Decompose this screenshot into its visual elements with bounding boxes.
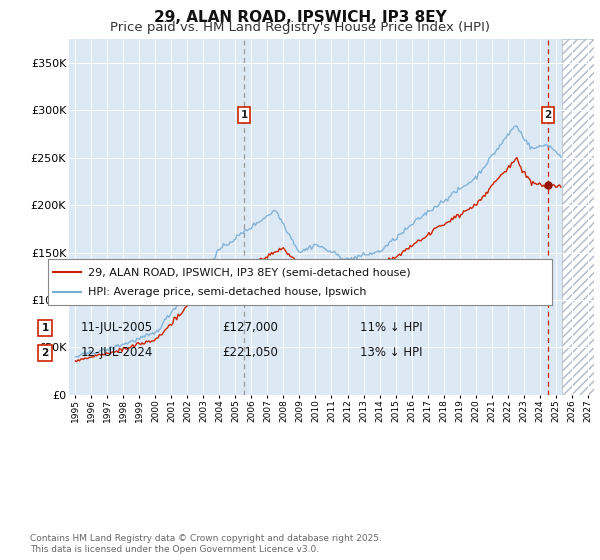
Text: 13% ↓ HPI: 13% ↓ HPI <box>360 346 422 360</box>
Text: 11-JUL-2005: 11-JUL-2005 <box>81 321 153 334</box>
Text: 2: 2 <box>41 348 49 358</box>
Bar <box>562 39 594 395</box>
Text: Contains HM Land Registry data © Crown copyright and database right 2025.
This d: Contains HM Land Registry data © Crown c… <box>30 534 382 554</box>
Text: 29, ALAN ROAD, IPSWICH, IP3 8EY: 29, ALAN ROAD, IPSWICH, IP3 8EY <box>154 10 446 25</box>
Text: 29, ALAN ROAD, IPSWICH, IP3 8EY (semi-detached house): 29, ALAN ROAD, IPSWICH, IP3 8EY (semi-de… <box>88 267 411 277</box>
Text: 2: 2 <box>544 110 551 120</box>
Text: 11% ↓ HPI: 11% ↓ HPI <box>360 321 422 334</box>
Text: 12-JUL-2024: 12-JUL-2024 <box>81 346 154 360</box>
Text: 1: 1 <box>241 110 248 120</box>
Text: £127,000: £127,000 <box>222 321 278 334</box>
Text: Price paid vs. HM Land Registry's House Price Index (HPI): Price paid vs. HM Land Registry's House … <box>110 21 490 34</box>
Text: £221,050: £221,050 <box>222 346 278 360</box>
Text: HPI: Average price, semi-detached house, Ipswich: HPI: Average price, semi-detached house,… <box>88 287 367 297</box>
Text: 1: 1 <box>41 323 49 333</box>
